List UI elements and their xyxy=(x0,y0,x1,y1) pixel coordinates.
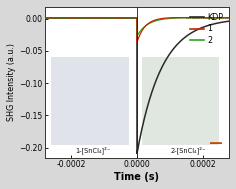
Legend: KDP, 1, 2: KDP, 1, 2 xyxy=(188,11,225,47)
Y-axis label: SHG Intensity (a.u.): SHG Intensity (a.u.) xyxy=(7,43,16,121)
Text: 1-[SnCl₄]²⁻: 1-[SnCl₄]²⁻ xyxy=(75,146,110,154)
FancyBboxPatch shape xyxy=(142,57,219,145)
Text: 2-[SnCl₄]²⁻: 2-[SnCl₄]²⁻ xyxy=(170,146,206,154)
X-axis label: Time (s): Time (s) xyxy=(114,172,160,182)
FancyBboxPatch shape xyxy=(51,57,129,145)
